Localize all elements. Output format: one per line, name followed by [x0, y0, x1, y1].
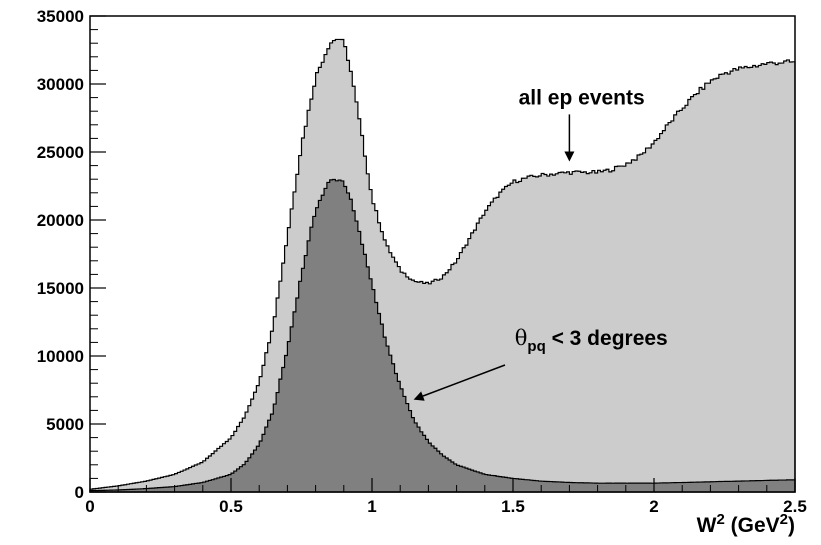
y-tick-label: 0 — [75, 483, 84, 502]
x-axis-title: W2 (GeV2) — [697, 511, 795, 537]
series-all-ep-events — [89, 38, 796, 493]
y-tick-label: 10000 — [37, 347, 84, 366]
series-theta-pq-cut — [89, 178, 796, 493]
series-layer — [89, 38, 796, 493]
x-tick-label: 0.5 — [219, 497, 243, 516]
axis-layer: 0 0.5 1 1.5 2 2.5 0 5000 10000 15000 20000 25000 300… — [37, 7, 807, 516]
y-tick-label: 20000 — [37, 211, 84, 230]
annotation-layer: all ep events θpq < 3 degrees — [413, 86, 668, 401]
annotation-arrow-theta-pq — [413, 364, 506, 401]
y-tick-label: 25000 — [37, 143, 84, 162]
y-tick-label: 5000 — [46, 415, 84, 434]
y-tick-label: 35000 — [37, 7, 84, 26]
x-tick-label: 1 — [367, 497, 376, 516]
x-tick-label: 0 — [85, 497, 94, 516]
x-tick-label: 1.5 — [501, 497, 525, 516]
x-tick-label: 2.5 — [783, 497, 807, 516]
annotation-all-ep-events: all ep events — [519, 86, 645, 109]
x-tick-label: 2 — [649, 497, 658, 516]
annotation-theta-pq: θpq < 3 degrees — [515, 326, 668, 355]
y-tick-label: 15000 — [37, 279, 84, 298]
y-tick-label: 30000 — [37, 75, 84, 94]
plot-frame — [89, 15, 796, 493]
